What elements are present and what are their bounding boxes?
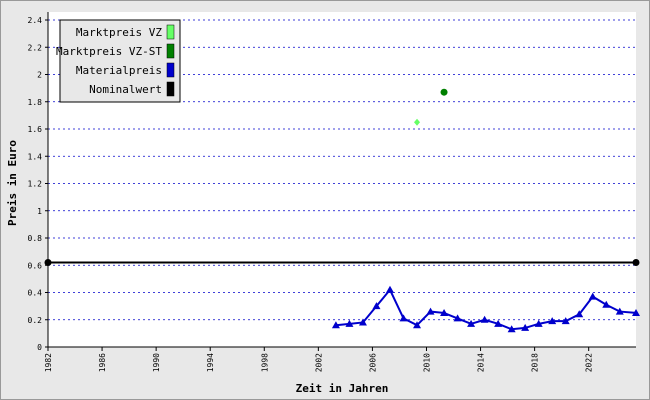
point [534,319,543,327]
x-tick-label: 2006 [368,353,377,372]
point [632,259,640,267]
point [399,314,408,322]
x-tick-label: 1994 [206,353,215,372]
x-tick-label: 2002 [314,353,323,372]
point [575,310,584,318]
x-tick-label: 2010 [422,353,431,372]
point [507,325,516,333]
x-tick-label: 1990 [152,353,161,372]
x-tick-label: 1986 [98,353,107,372]
point [44,259,52,267]
y-tick-label: 2.2 [28,43,43,52]
y-axis-label: Preis in Euro [6,140,19,226]
legend-label: Materialpreis [76,64,162,77]
y-tick-label: 0.4 [28,289,43,298]
y-tick-label: 1.8 [28,98,43,107]
point [414,118,421,126]
legend-label: Marktpreis VZ-ST [56,45,162,58]
x-tick-label: 1998 [260,353,269,372]
point [372,302,381,310]
x-tick-label: 1982 [44,353,53,372]
y-tick-label: 0.2 [28,316,43,325]
legend-swatch [166,43,175,59]
point [453,314,462,322]
point [440,88,448,96]
point [413,321,422,329]
point [521,323,530,331]
point [426,307,435,315]
legend-swatch [166,81,175,97]
legend-label: Nominalwert [89,83,162,96]
y-tick-label: 1.4 [28,152,43,161]
point [561,317,570,325]
point [331,321,340,329]
y-tick-label: 0.6 [28,261,43,270]
y-tick-label: 1.2 [28,180,43,189]
y-tick-label: 1.6 [28,125,43,134]
x-tick-label: 2018 [531,353,540,372]
x-tick-label: 2022 [585,353,594,372]
point [602,300,611,308]
legend-swatch [166,24,175,40]
legend-label: Marktpreis VZ [76,26,162,39]
y-tick-label: 2 [37,71,42,80]
legend-swatch [166,62,175,78]
legend-box [59,19,181,103]
point [480,315,489,323]
x-tick-label: 2014 [477,353,486,372]
point [440,308,449,316]
point [358,318,367,326]
point [467,319,476,327]
point [588,292,597,300]
x-axis-label: Zeit in Jahren [296,382,389,395]
point [385,285,394,293]
point [345,319,354,327]
point [548,317,557,325]
y-tick-label: 0.8 [28,234,43,243]
y-tick-label: 1 [37,207,42,216]
y-tick-label: 0 [37,343,42,352]
point [615,307,624,315]
y-tick-label: 2.4 [28,16,43,25]
point [632,308,640,316]
point [494,319,503,327]
